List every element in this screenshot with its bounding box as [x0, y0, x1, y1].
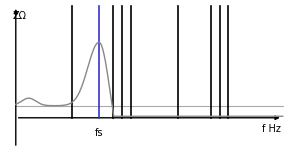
Text: ZΩ: ZΩ [13, 11, 27, 21]
Text: f Hz: f Hz [262, 124, 281, 134]
Text: fs: fs [95, 128, 103, 138]
